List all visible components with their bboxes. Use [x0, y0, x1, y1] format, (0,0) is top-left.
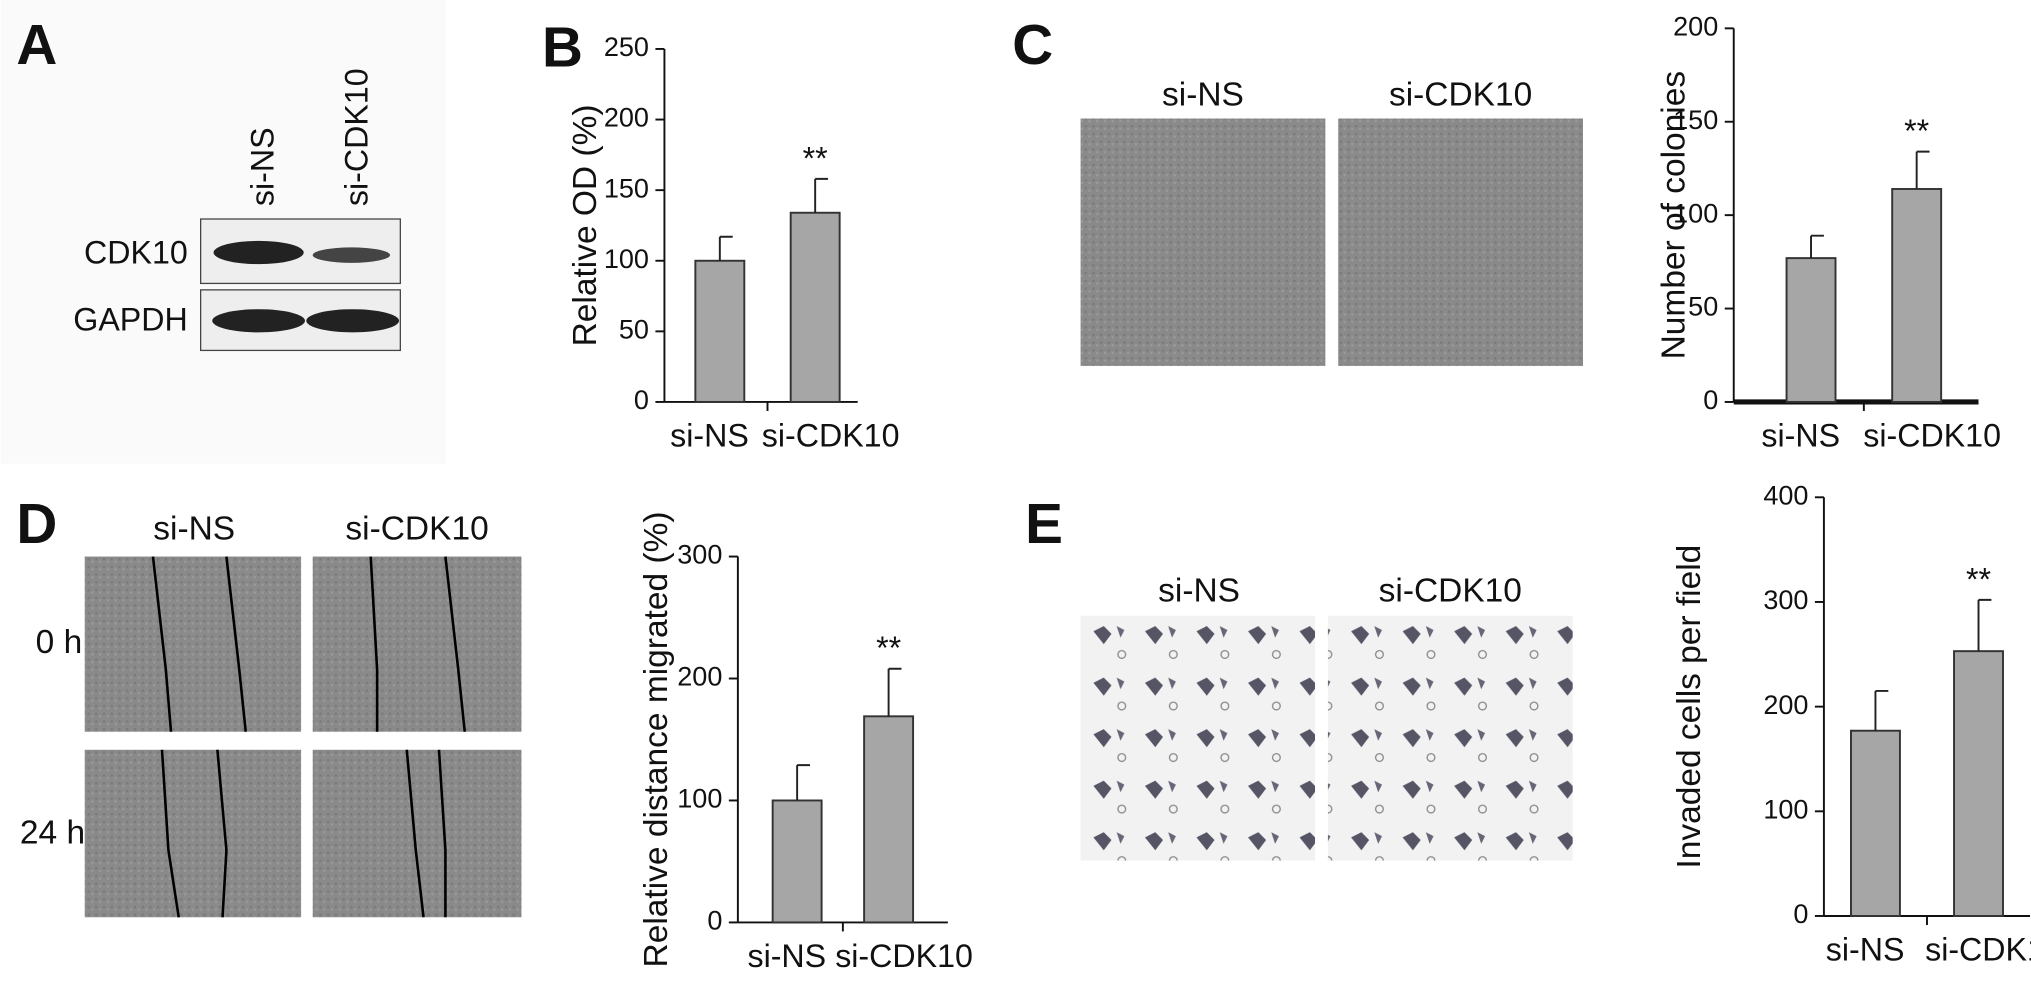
column-label: si-NS: [1162, 76, 1244, 113]
bar: [1953, 650, 2004, 917]
column-label: si-NS: [1158, 572, 1240, 609]
x-tick-label: si-NS: [747, 938, 826, 974]
y-tick-label: 250: [604, 32, 649, 62]
bar: [694, 259, 746, 403]
photo: [312, 749, 522, 918]
lane-label: si-NS: [245, 127, 281, 206]
error-bar: [1977, 598, 1992, 652]
error-bar: [887, 667, 902, 717]
column-label: si-CDK10: [1389, 76, 1532, 113]
photo: [1080, 615, 1316, 861]
y-tick-label: 100: [677, 784, 722, 814]
y-tick-label: 50: [1688, 292, 1718, 322]
y-axis-label: Number of colonies: [1656, 71, 1693, 359]
y-axis-label: Relative distance migrated (%): [638, 512, 675, 968]
bar: [1891, 188, 1943, 403]
band: [312, 247, 391, 263]
wound-edge: [151, 556, 467, 918]
column-label: si-NS: [153, 511, 235, 548]
photo: [1080, 118, 1326, 366]
y-tick-label: 150: [1673, 105, 1718, 135]
x-tick-label: si-CDK10: [1925, 932, 2031, 968]
y-tick-label: 50: [619, 314, 649, 344]
error-bar: [1874, 689, 1889, 731]
annotation: **: [1904, 113, 1930, 149]
y-tick-label: 300: [677, 540, 722, 570]
annotation: **: [876, 630, 902, 666]
bar: [771, 799, 823, 924]
row-label: GAPDH: [73, 302, 187, 338]
photo: [84, 749, 302, 918]
row-label: CDK10: [84, 235, 188, 271]
error-bar: [1915, 150, 1930, 189]
column-label: si-CDK10: [345, 511, 488, 548]
y-tick-label: 0: [1793, 899, 1808, 929]
y-axis-label: Relative OD (%): [567, 105, 604, 347]
y-tick-label: 100: [1673, 198, 1718, 228]
row-label: 24 h: [20, 815, 85, 852]
photo: [84, 556, 302, 732]
photo: [1338, 118, 1584, 366]
error-bar: [796, 764, 811, 801]
panel-letter: D: [16, 493, 57, 556]
panel-letter: B: [542, 17, 583, 80]
y-tick-label: 150: [604, 173, 649, 203]
y-tick-label: 300: [1763, 585, 1808, 615]
y-tick-label: 0: [707, 906, 722, 936]
y-tick-label: 200: [604, 103, 649, 133]
bar: [1785, 257, 1837, 403]
band: [213, 240, 304, 265]
y-tick-label: 200: [1673, 11, 1718, 41]
band: [306, 309, 400, 333]
annotation: **: [803, 140, 829, 176]
x-tick-label: si-CDK10: [835, 938, 973, 974]
annotation: **: [1966, 561, 1992, 597]
x-tick-label: si-NS: [1761, 418, 1840, 454]
y-tick-label: 200: [1763, 690, 1808, 720]
y-axis-label: Invaded cells per field: [1671, 545, 1708, 869]
x-tick-label: si-CDK10: [1863, 418, 2001, 454]
x-tick-label: si-CDK10: [762, 418, 900, 454]
column-label: si-CDK10: [1379, 572, 1522, 609]
y-tick-label: 0: [634, 385, 649, 415]
row-label: 0 h: [36, 624, 83, 661]
panel-letter: A: [16, 14, 57, 77]
bar: [863, 715, 915, 924]
y-tick-label: 100: [604, 244, 649, 274]
panel-letter: C: [1012, 14, 1053, 77]
bar: [789, 211, 841, 403]
error-bar: [814, 177, 829, 213]
y-tick-label: 0: [1703, 385, 1718, 415]
lane-label: si-CDK10: [339, 68, 375, 206]
photo: [312, 556, 522, 732]
y-tick-label: 100: [1763, 794, 1808, 824]
error-bar: [718, 235, 733, 261]
y-tick-label: 400: [1763, 480, 1808, 510]
panel-letter: E: [1025, 493, 1063, 556]
x-tick-label: si-NS: [670, 418, 749, 454]
error-bar: [1810, 234, 1824, 259]
photo: [1327, 615, 1573, 861]
band: [212, 309, 305, 333]
x-tick-label: si-NS: [1826, 932, 1905, 968]
y-tick-label: 200: [677, 662, 722, 692]
bar: [1850, 729, 1901, 917]
